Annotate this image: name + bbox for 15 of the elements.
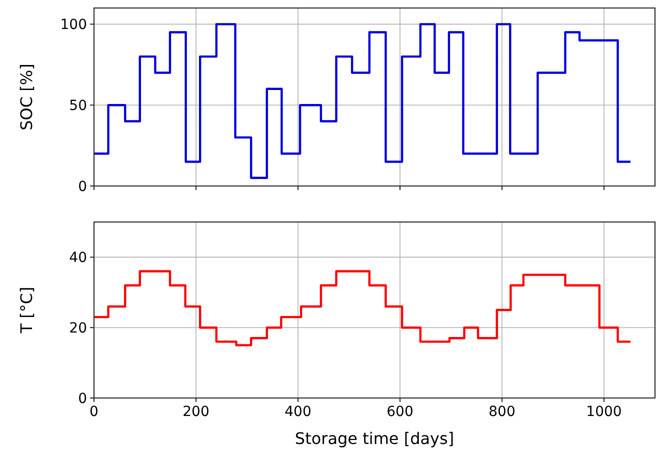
y-axis-title: SOC [%] bbox=[17, 64, 36, 130]
x-tick-label: 0 bbox=[90, 404, 98, 420]
y-tick-label: 40 bbox=[69, 250, 87, 266]
x-axis-title: Storage time [days] bbox=[294, 429, 454, 448]
x-tick-label: 400 bbox=[284, 404, 312, 420]
y-tick-label: 100 bbox=[60, 17, 87, 34]
y-tick-label: 50 bbox=[69, 98, 87, 114]
x-tick-label: 200 bbox=[182, 404, 210, 420]
y-tick-label: 20 bbox=[69, 320, 87, 337]
x-tick-label: 600 bbox=[386, 404, 414, 420]
y-tick-label: 0 bbox=[78, 179, 87, 195]
x-tick-label: 1000 bbox=[586, 404, 622, 420]
x-tick-label: 800 bbox=[488, 404, 516, 420]
y-tick-label: 0 bbox=[78, 391, 87, 407]
y-axis-title: T [°C] bbox=[17, 286, 36, 334]
